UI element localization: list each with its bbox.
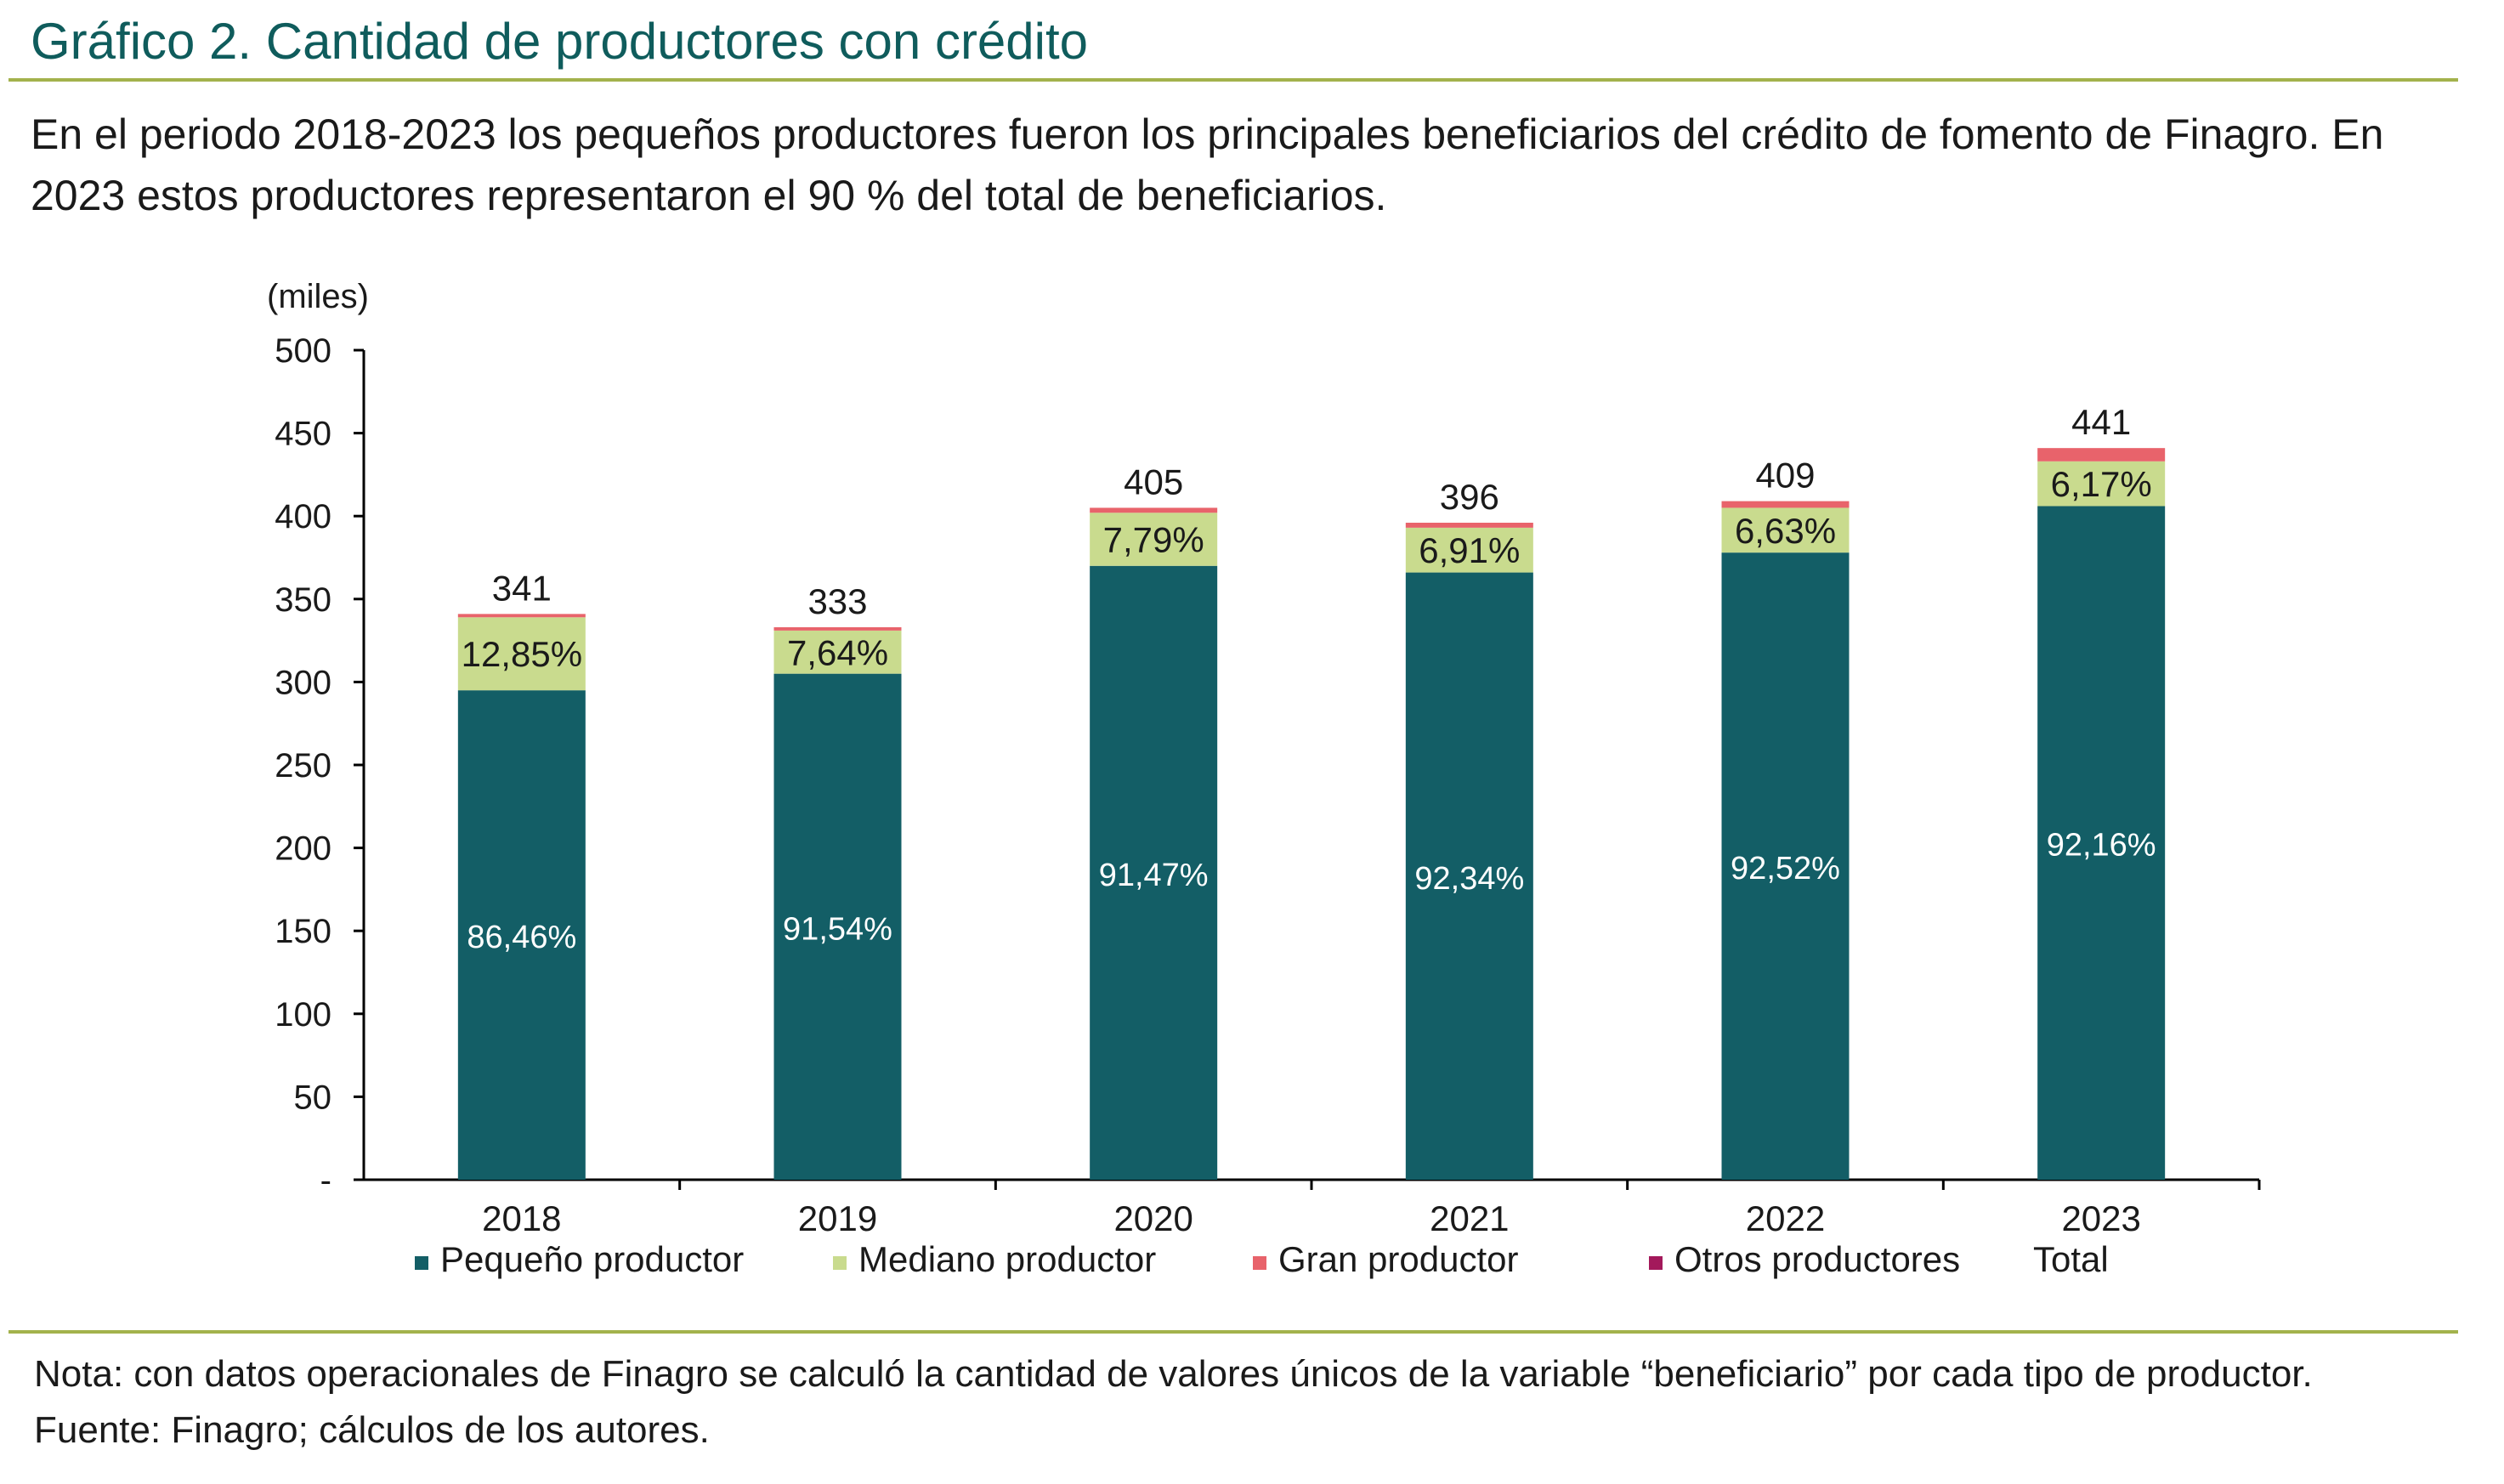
x-tick-label: 2023	[2061, 1198, 2140, 1238]
y-tick-label: 50	[294, 1079, 332, 1116]
bar-data-label: 7,64%	[787, 632, 888, 672]
bar-gran-productor	[773, 626, 902, 631]
x-tick-label: 2021	[1430, 1198, 1509, 1238]
bar-mediano-productor	[773, 630, 902, 674]
bar-data-label: 92,34%	[1414, 861, 1524, 897]
legend-item-label: Otros productores	[1674, 1239, 1960, 1279]
y-tick-label: 300	[275, 664, 331, 701]
bar-gran-productor	[1090, 507, 1218, 513]
legend-item-label: Mediano productor	[858, 1239, 1156, 1279]
y-tick-label: 400	[275, 498, 331, 535]
legend-swatch	[1253, 1256, 1266, 1270]
legend-swatch	[833, 1256, 847, 1270]
y-tick-label: 200	[275, 830, 331, 868]
bar-pequeño-productor	[1721, 552, 1850, 1180]
y-tick-label: 100	[275, 996, 331, 1034]
y-tick-label: 350	[275, 581, 331, 619]
bar-mediano-productor	[2037, 461, 2166, 507]
bar-mediano-productor	[457, 617, 586, 691]
bar-pequeño-productor	[1405, 572, 1533, 1180]
bar-data-label: 6,63%	[1735, 511, 1836, 551]
bar-data-label: 7,79%	[1103, 520, 1204, 560]
bar-pequeño-productor	[2037, 506, 2166, 1180]
chart-subtitle: En el periodo 2018-2023 los pequeños pro…	[31, 110, 2384, 219]
bar-data-label: 92,16%	[2047, 828, 2156, 864]
bar-data-label: 91,54%	[783, 911, 892, 947]
bar-pequeño-productor	[773, 673, 902, 1180]
bar-gran-productor	[1405, 523, 1533, 528]
title-rule	[8, 78, 2458, 82]
y-axis-label: (miles)	[267, 278, 369, 315]
bar-pequeño-productor	[457, 690, 586, 1180]
legend-swatch	[1649, 1256, 1663, 1270]
x-tick-label: 2022	[1746, 1198, 1825, 1238]
chart-source: Fuente: Finagro; cálculos de los autores…	[34, 1409, 710, 1451]
bar-mediano-productor	[1405, 527, 1533, 573]
bar-total-label: 396	[1440, 477, 1499, 517]
stacked-bar-chart: (miles) - 50 100 150 200 250 300 350 400 450 500 86,…	[267, 278, 2261, 1279]
footer-rule	[8, 1330, 2458, 1334]
x-tick-label: 2018	[482, 1198, 561, 1238]
bar-pequeño-productor	[1090, 565, 1218, 1180]
bar-gran-productor	[2037, 448, 2166, 462]
y-tick-label: 500	[275, 332, 331, 370]
legend-item-label: Gran productor	[1278, 1239, 1518, 1279]
bar-total-label: 405	[1124, 462, 1183, 501]
bar-gran-productor	[1721, 501, 1850, 508]
bar-total-label: 333	[807, 581, 867, 621]
bar-mediano-productor	[1721, 507, 1850, 553]
bar-data-label: 92,52%	[1731, 851, 1840, 886]
bar-data-label: 86,46%	[467, 920, 576, 955]
bar-data-label: 12,85%	[462, 634, 582, 674]
chart-note: Nota: con datos operacionales de Finagro…	[34, 1353, 2313, 1395]
bar-gran-productor	[457, 614, 586, 618]
bar-data-label: 91,47%	[1099, 858, 1209, 893]
x-tick-label: 2020	[1113, 1198, 1193, 1238]
bar-data-label: 6,91%	[1419, 530, 1520, 570]
bar-total-label: 441	[2071, 402, 2131, 442]
bar-data-label: 6,17%	[2051, 464, 2152, 504]
legend-total-label: Total	[2033, 1239, 2109, 1279]
y-tick-label: 250	[275, 747, 331, 784]
bar-total-label: 409	[1755, 456, 1815, 496]
y-tick-label: -	[320, 1162, 331, 1199]
legend-item-label: Pequeño productor	[440, 1239, 744, 1279]
bar-total-label: 341	[492, 568, 552, 608]
y-tick-label: 450	[275, 416, 331, 453]
x-tick-label: 2019	[798, 1198, 877, 1238]
chart-title: Gráfico 2. Cantidad de productores con c…	[31, 13, 1089, 70]
legend-swatch	[415, 1256, 428, 1270]
bar-mediano-productor	[1090, 513, 1218, 566]
y-tick-label: 150	[275, 913, 331, 950]
